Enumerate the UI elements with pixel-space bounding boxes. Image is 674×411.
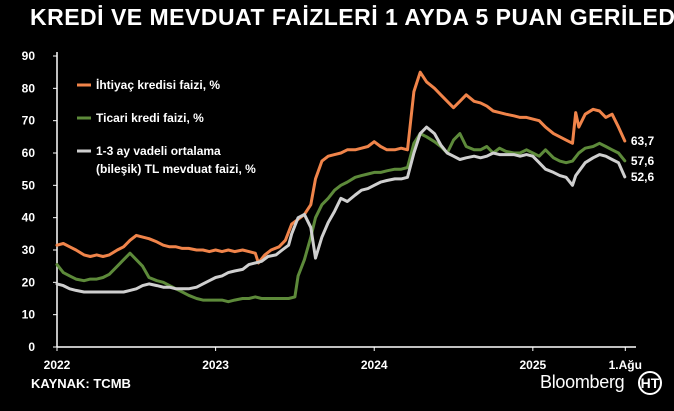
y-tick-label: 50	[22, 178, 36, 192]
x-tick-label: 2022	[44, 358, 71, 372]
series-line-1	[55, 70, 627, 265]
y-tick-label: 80	[22, 81, 36, 95]
y-tick-label: 0	[28, 340, 35, 354]
y-tick-label: 90	[22, 49, 36, 63]
brand-wordmark: Bloomberg	[540, 372, 625, 392]
legend-label-3: 1-3 ay vadeli ortalama	[96, 144, 221, 158]
x-tick-label: 1.Ağu	[609, 358, 642, 372]
ht-logo-icon: HT	[638, 371, 662, 395]
y-tick-label: 30	[22, 243, 36, 257]
legend-label-2: Ticari kredi faizi, %	[96, 111, 204, 125]
y-tick-label: 20	[22, 275, 36, 289]
x-tick-label: 2023	[202, 358, 229, 372]
ht-logo-letters: HT	[640, 375, 660, 391]
y-tick-label: 10	[22, 308, 36, 322]
y-tick-label: 40	[22, 211, 36, 225]
series-line-3	[55, 125, 627, 294]
legend-label-1: İhtiyaç kredisi faizi, %	[96, 77, 220, 92]
series-end-label-1: 63,7	[631, 134, 655, 148]
series-end-label-2: 57,6	[631, 154, 655, 168]
source-note: KAYNAK: TCMB	[31, 376, 131, 391]
series-end-label-3: 52,6	[631, 170, 655, 184]
y-tick-label: 60	[22, 146, 36, 160]
x-tick-label: 2024	[361, 358, 388, 372]
series-line-2	[55, 132, 627, 304]
chart-title: KREDİ VE MEVDUAT FAİZLERİ 1 AYDA 5 PUAN …	[30, 4, 674, 30]
legend-label-3: (bileşik) TL mevduat faizi, %	[96, 162, 256, 176]
x-tick-label: 2025	[519, 358, 546, 372]
y-tick-label: 70	[22, 114, 36, 128]
